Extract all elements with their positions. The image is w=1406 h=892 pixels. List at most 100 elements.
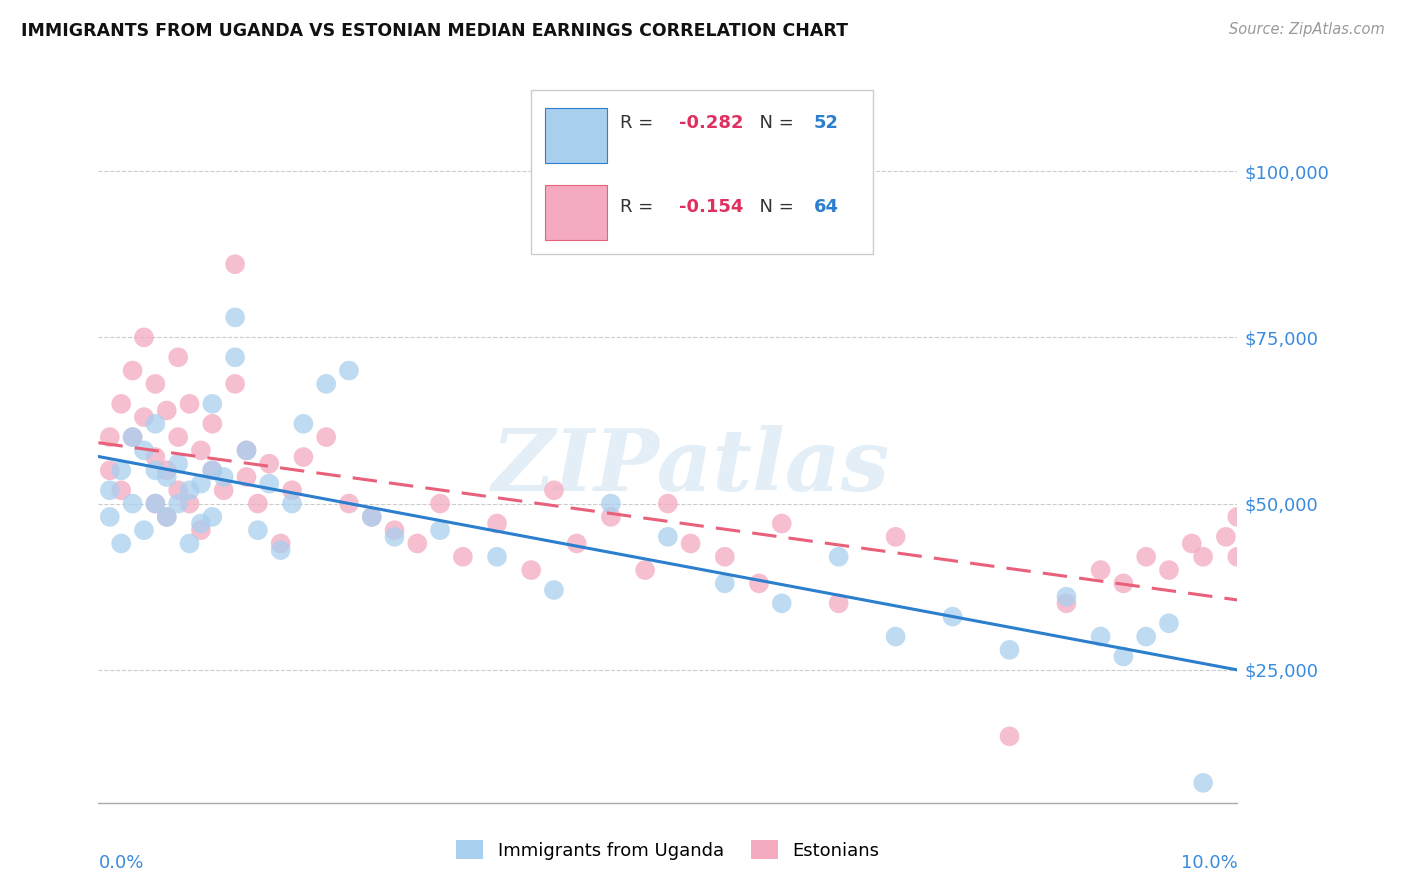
Point [132, 330, 155, 344]
Point [156, 470, 179, 484]
Point [315, 430, 337, 444]
Text: 0.0%: 0.0% [98, 854, 143, 872]
Point [770, 516, 793, 531]
Point [1056, 590, 1078, 604]
Point [212, 483, 235, 498]
Point [828, 549, 851, 564]
Point [292, 417, 315, 431]
Point [156, 403, 179, 417]
Point [1181, 536, 1204, 550]
Text: 52: 52 [814, 113, 838, 131]
Point [145, 376, 167, 391]
Point [201, 463, 224, 477]
Point [224, 351, 246, 365]
Point [1090, 563, 1112, 577]
Point [543, 582, 565, 597]
Point [315, 376, 337, 391]
Point [337, 497, 360, 511]
Point [121, 363, 143, 377]
Point [543, 483, 565, 498]
Point [884, 630, 907, 644]
Point [600, 509, 623, 524]
Point [600, 497, 623, 511]
Point [110, 463, 132, 477]
Point [201, 417, 224, 431]
Point [224, 257, 246, 271]
Point [246, 523, 269, 537]
Point [1056, 596, 1078, 610]
Text: -0.282: -0.282 [679, 113, 744, 131]
Text: R =: R = [620, 198, 659, 216]
Point [98, 483, 121, 498]
Point [1090, 630, 1112, 644]
Point [201, 397, 224, 411]
Point [167, 497, 190, 511]
Point [246, 497, 269, 511]
Point [190, 516, 212, 531]
Point [156, 509, 179, 524]
Point [167, 351, 190, 365]
Text: ZIPatlas: ZIPatlas [492, 425, 890, 508]
Point [1192, 549, 1215, 564]
Point [384, 523, 406, 537]
Point [429, 497, 451, 511]
Point [235, 443, 257, 458]
Point [634, 563, 657, 577]
Point [110, 536, 132, 550]
Text: 64: 64 [814, 198, 838, 216]
Text: -0.154: -0.154 [679, 198, 744, 216]
Point [270, 543, 292, 558]
Point [132, 410, 155, 425]
Point [132, 443, 155, 458]
Point [145, 450, 167, 464]
Point [190, 476, 212, 491]
Point [292, 450, 315, 464]
Point [565, 536, 588, 550]
Point [451, 549, 474, 564]
Point [360, 509, 382, 524]
Point [657, 530, 679, 544]
Point [98, 463, 121, 477]
Point [714, 549, 737, 564]
Point [1135, 549, 1157, 564]
Point [486, 516, 509, 531]
Point [167, 483, 190, 498]
Point [145, 417, 167, 431]
Point [156, 509, 179, 524]
Point [156, 463, 179, 477]
Point [337, 363, 360, 377]
Point [179, 397, 201, 411]
Point [281, 497, 304, 511]
Text: IMMIGRANTS FROM UGANDA VS ESTONIAN MEDIAN EARNINGS CORRELATION CHART: IMMIGRANTS FROM UGANDA VS ESTONIAN MEDIA… [21, 22, 848, 40]
Point [224, 310, 246, 325]
Text: R =: R = [620, 113, 659, 131]
Point [770, 596, 793, 610]
Point [281, 483, 304, 498]
Point [942, 609, 965, 624]
Legend: Immigrants from Uganda, Estonians: Immigrants from Uganda, Estonians [449, 833, 887, 867]
Point [259, 457, 281, 471]
Point [167, 457, 190, 471]
Point [270, 536, 292, 550]
Point [235, 443, 257, 458]
Point [384, 530, 406, 544]
Point [98, 509, 121, 524]
Point [179, 483, 201, 498]
Point [714, 576, 737, 591]
Point [224, 376, 246, 391]
Point [884, 530, 907, 544]
Point [212, 470, 235, 484]
Point [110, 483, 132, 498]
Point [748, 576, 770, 591]
FancyBboxPatch shape [546, 185, 607, 240]
Point [486, 549, 509, 564]
Point [1135, 630, 1157, 644]
Point [167, 430, 190, 444]
Point [1215, 530, 1237, 544]
Point [1112, 576, 1135, 591]
Point [145, 497, 167, 511]
Point [145, 497, 167, 511]
Point [259, 476, 281, 491]
Text: N =: N = [748, 198, 799, 216]
Point [1226, 549, 1249, 564]
